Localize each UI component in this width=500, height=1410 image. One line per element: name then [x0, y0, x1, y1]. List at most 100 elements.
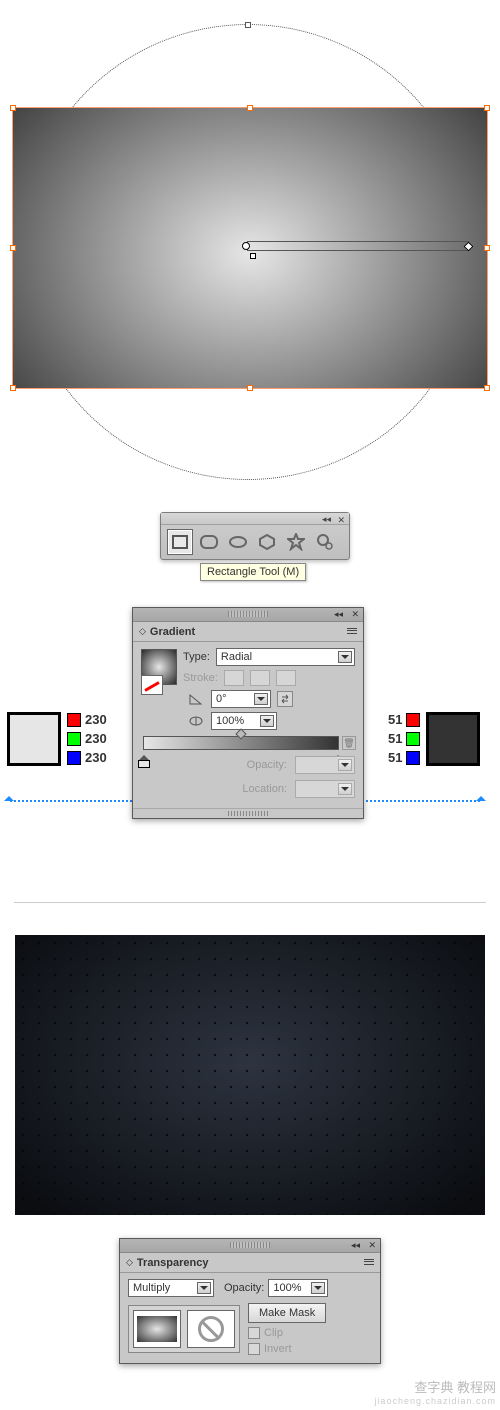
invert-label: Invert — [264, 1343, 292, 1355]
rounded-rectangle-tool[interactable] — [196, 529, 222, 555]
left-color-swatch — [7, 712, 61, 766]
chevron-down-icon — [338, 651, 352, 663]
r-chip-icon — [67, 713, 81, 727]
chevron-down-icon — [260, 715, 274, 727]
gradient-slider[interactable]: 🗑 — [143, 736, 339, 750]
gradient-origin-handle[interactable] — [242, 242, 250, 250]
stroke-label: Stroke: — [183, 672, 218, 684]
rgb-left-block: 230 230 230 — [7, 712, 107, 766]
checkbox-icon — [248, 1343, 260, 1355]
panel-tab-bar: ◇ Transparency — [120, 1253, 380, 1273]
stop-location-input — [295, 780, 355, 798]
type-select[interactable]: Radial — [216, 648, 355, 666]
make-mask-button[interactable]: Make Mask — [248, 1303, 326, 1323]
stroke-opt-3 — [276, 670, 296, 686]
right-color-swatch — [426, 712, 480, 766]
sel-handle[interactable] — [10, 385, 16, 391]
reverse-gradient-button[interactable] — [277, 691, 293, 707]
blend-mode-select[interactable]: Multiply — [128, 1279, 214, 1297]
right-arrow-end — [476, 791, 486, 801]
panel-tab-bar: ◇ Gradient — [133, 622, 363, 642]
gradient-tab-expand-icon[interactable]: ◇ — [139, 626, 146, 637]
b-chip-icon — [406, 751, 420, 765]
chevron-down-icon — [197, 1282, 211, 1294]
panel-header[interactable]: ◂◂ ✕ — [133, 608, 363, 622]
left-arrow-head — [4, 791, 14, 801]
b-value: 230 — [85, 750, 107, 765]
gradient-stop-start[interactable] — [138, 750, 150, 764]
g-value: 51 — [388, 731, 402, 746]
flyout-header: ◂◂ ✕ — [161, 513, 349, 525]
location-label: Location: — [242, 783, 287, 795]
panel-close-button[interactable]: ✕ — [351, 609, 359, 620]
panel-title[interactable]: Gradient — [150, 626, 195, 638]
no-mask-icon — [198, 1316, 224, 1342]
transparency-tab-expand-icon[interactable]: ◇ — [126, 1257, 133, 1268]
polygon-tool[interactable] — [254, 529, 280, 555]
flare-tool[interactable] — [312, 529, 338, 555]
mask-thumbnails — [128, 1305, 240, 1353]
ellipse-tool[interactable] — [225, 529, 251, 555]
stop-opacity-input — [295, 756, 355, 774]
transparency-panel: ◂◂ ✕ ◇ Transparency Multiply Opacity: 10… — [119, 1238, 381, 1364]
left-arrow-line — [10, 800, 140, 802]
r-value: 51 — [388, 712, 402, 727]
artwork-thumbnail[interactable] — [133, 1310, 181, 1348]
sel-handle[interactable] — [484, 105, 490, 111]
circle-handle-top[interactable] — [245, 22, 251, 28]
sel-handle[interactable] — [247, 105, 253, 111]
flyout-close-button[interactable]: ✕ — [337, 515, 345, 526]
opacity-value: 100% — [273, 1282, 301, 1294]
sel-handle[interactable] — [484, 245, 490, 251]
panel-close-button[interactable]: ✕ — [368, 1240, 376, 1251]
g-chip-icon — [67, 732, 81, 746]
star-tool[interactable] — [283, 529, 309, 555]
gradient-annotator[interactable] — [247, 241, 469, 251]
right-arrow-line — [350, 800, 480, 802]
clip-checkbox: Clip — [248, 1327, 326, 1339]
blend-mode-value: Multiply — [133, 1282, 170, 1294]
opacity-label: Opacity: — [247, 759, 287, 771]
r-chip-icon — [406, 713, 420, 727]
g-value: 230 — [85, 731, 107, 746]
rgb-right-block: 51 51 51 — [388, 712, 480, 766]
opacity-input[interactable]: 100% — [268, 1279, 328, 1297]
sel-handle[interactable] — [247, 385, 253, 391]
resize-grip-icon — [228, 811, 268, 816]
panel-title[interactable]: Transparency — [137, 1257, 209, 1269]
gradient-aspect-handle[interactable] — [250, 253, 256, 259]
angle-icon — [187, 692, 205, 706]
chevron-down-icon — [311, 1282, 325, 1294]
chevron-down-icon — [254, 693, 268, 705]
sel-handle[interactable] — [10, 245, 16, 251]
rectangle-tool[interactable] — [167, 529, 193, 555]
delete-stop-button[interactable]: 🗑 — [342, 736, 356, 750]
aspect-input[interactable]: 100% — [211, 712, 277, 730]
type-label: Type: — [183, 651, 210, 663]
r-value: 230 — [85, 712, 107, 727]
canvas-area — [0, 0, 500, 480]
g-chip-icon — [406, 732, 420, 746]
panel-collapse-button[interactable]: ◂◂ — [351, 1240, 360, 1251]
watermark-line1: 查字典 教程网 — [374, 1377, 496, 1396]
panel-grip-icon — [228, 611, 268, 617]
chevron-down-icon — [338, 759, 352, 771]
panel-grip-icon — [230, 1242, 270, 1248]
panel-footer[interactable] — [133, 808, 363, 818]
b-chip-icon — [67, 751, 81, 765]
panel-menu-button[interactable] — [345, 625, 359, 637]
gradient-midpoint[interactable] — [235, 728, 246, 739]
panel-header[interactable]: ◂◂ ✕ — [120, 1239, 380, 1253]
result-preview — [15, 935, 485, 1215]
b-value: 51 — [388, 750, 402, 765]
angle-input[interactable]: 0° — [211, 690, 271, 708]
flyout-collapse-button[interactable]: ◂◂ — [322, 514, 331, 525]
chevron-down-icon — [338, 783, 352, 795]
sel-handle[interactable] — [10, 105, 16, 111]
shape-tools-flyout: ◂◂ ✕ — [160, 512, 350, 560]
mask-thumbnail[interactable] — [187, 1310, 235, 1348]
stroke-swatch[interactable] — [141, 675, 163, 695]
sel-handle[interactable] — [484, 385, 490, 391]
panel-collapse-button[interactable]: ◂◂ — [334, 609, 343, 620]
panel-menu-button[interactable] — [362, 1256, 376, 1268]
